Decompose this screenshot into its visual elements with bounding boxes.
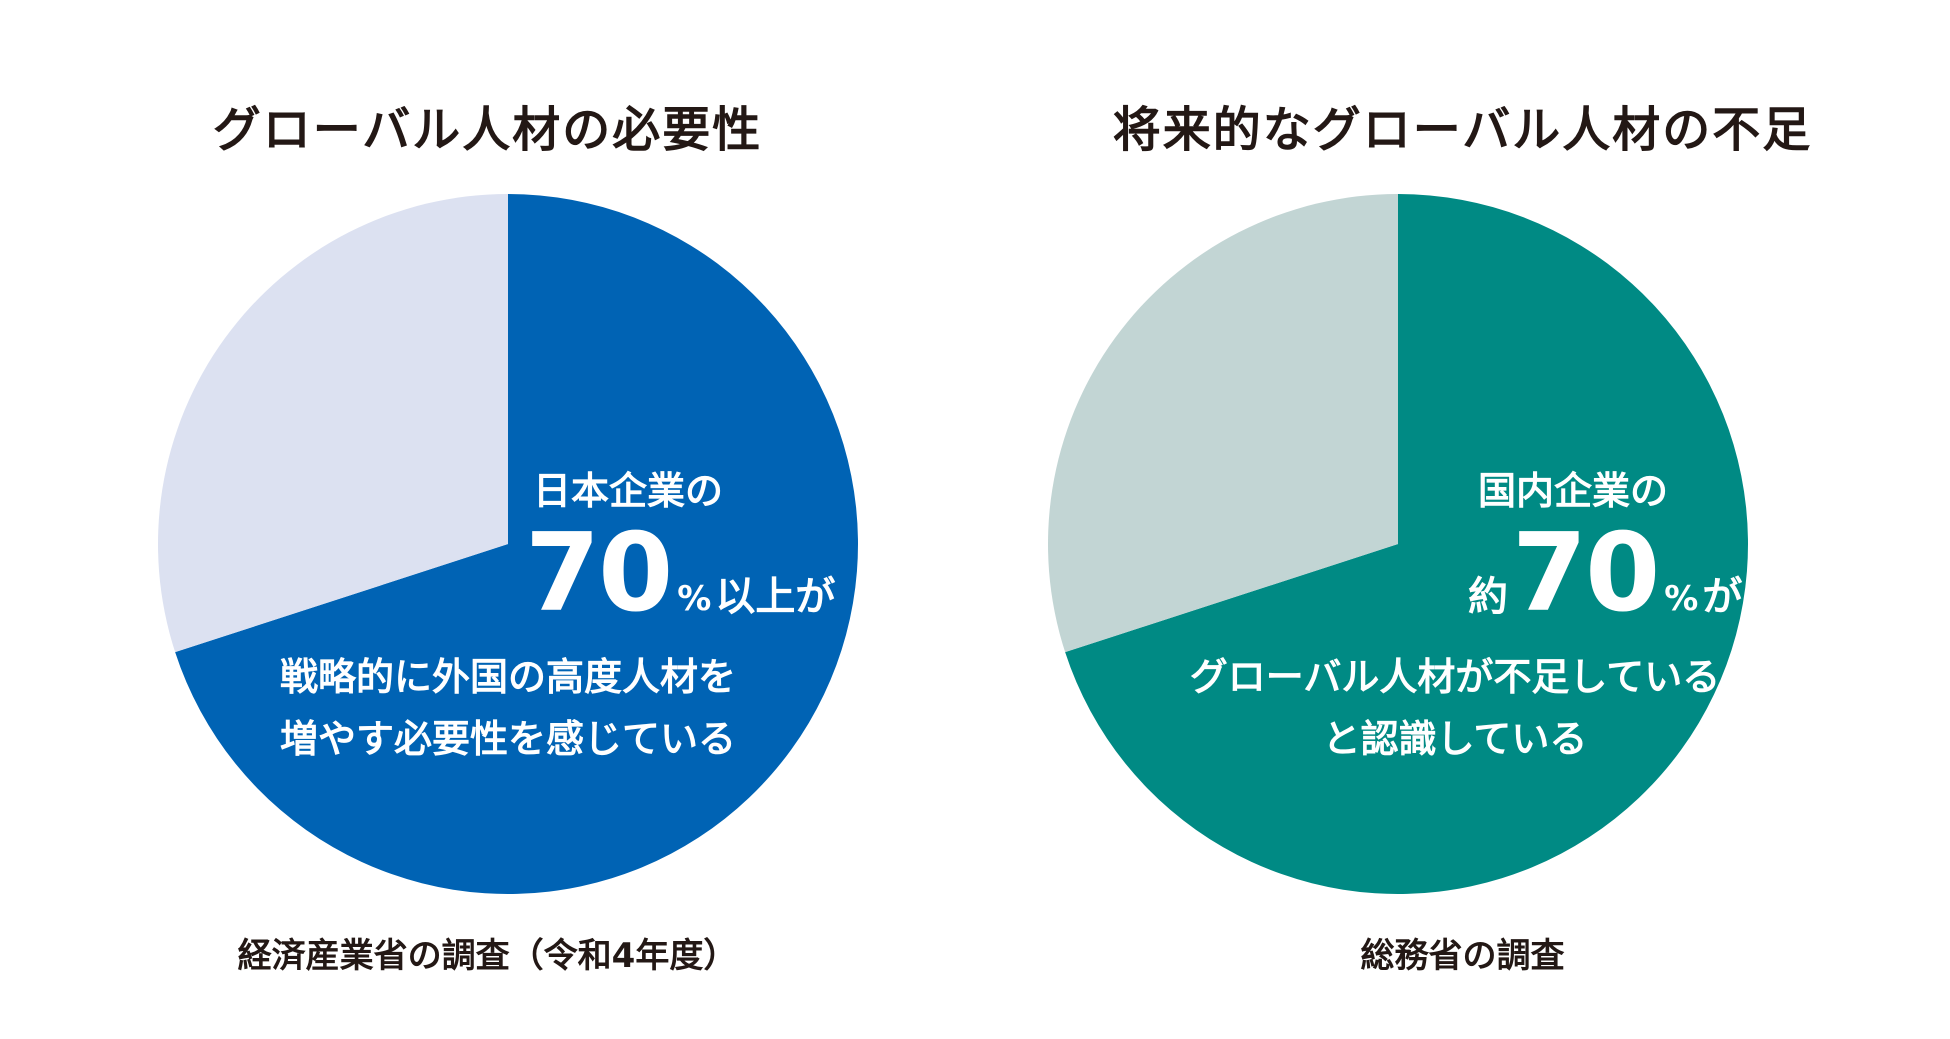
- pie-slice-1: [1065, 194, 1748, 894]
- callout-desc-line2: 増やす必要性を感じている: [279, 717, 736, 761]
- pie-slice-1: [175, 194, 858, 894]
- pie-chart: [158, 194, 858, 894]
- callout-desc-line1: グローバル人材が不足している: [1189, 655, 1721, 699]
- callout-desc-line1: 戦略的に外国の高度人材を: [279, 655, 736, 699]
- callout-prefix: 約: [1468, 574, 1508, 620]
- callout-description: 戦略的に外国の高度人材を 増やす必要性を感じている: [198, 646, 818, 770]
- pie-chart: [1048, 194, 1748, 894]
- chart-title: 将来的なグローバル人材の不足: [1112, 102, 1813, 158]
- callout-subject: 国内企業の: [1478, 469, 1669, 513]
- pie-slice-2: [1048, 194, 1398, 653]
- pie-svg: [1048, 194, 1748, 894]
- callout-suffix: が: [1702, 574, 1743, 620]
- callout-number: 70: [525, 511, 673, 636]
- callout-unit: %: [1664, 579, 1699, 619]
- callout-figure: 約 70 % が: [1468, 520, 1742, 628]
- callout-number: 70: [1512, 511, 1660, 636]
- callout-unit: %: [677, 579, 712, 619]
- callout-description: グローバル人材が不足している と認識している: [1125, 646, 1785, 770]
- chart-title: グローバル人材の必要性: [212, 102, 763, 158]
- chart-panel-left: グローバル人材の必要性 経済産業省の調査（令和4年度）: [158, 102, 858, 976]
- callout-figure: 70 % 以上が: [525, 520, 835, 628]
- chart-panel-right: 将来的なグローバル人材の不足 総務省の調査: [975, 0, 1950, 1039]
- source-note: 総務省の調査: [1360, 936, 1565, 976]
- pie-svg: [158, 194, 858, 894]
- source-note: 経済産業省の調査（令和4年度）: [237, 936, 738, 976]
- callout-subject: 日本企業の: [533, 469, 724, 513]
- callout-suffix: 以上が: [715, 574, 836, 620]
- pie-slice-2: [158, 194, 508, 653]
- callout-desc-line2: と認識している: [1322, 717, 1588, 761]
